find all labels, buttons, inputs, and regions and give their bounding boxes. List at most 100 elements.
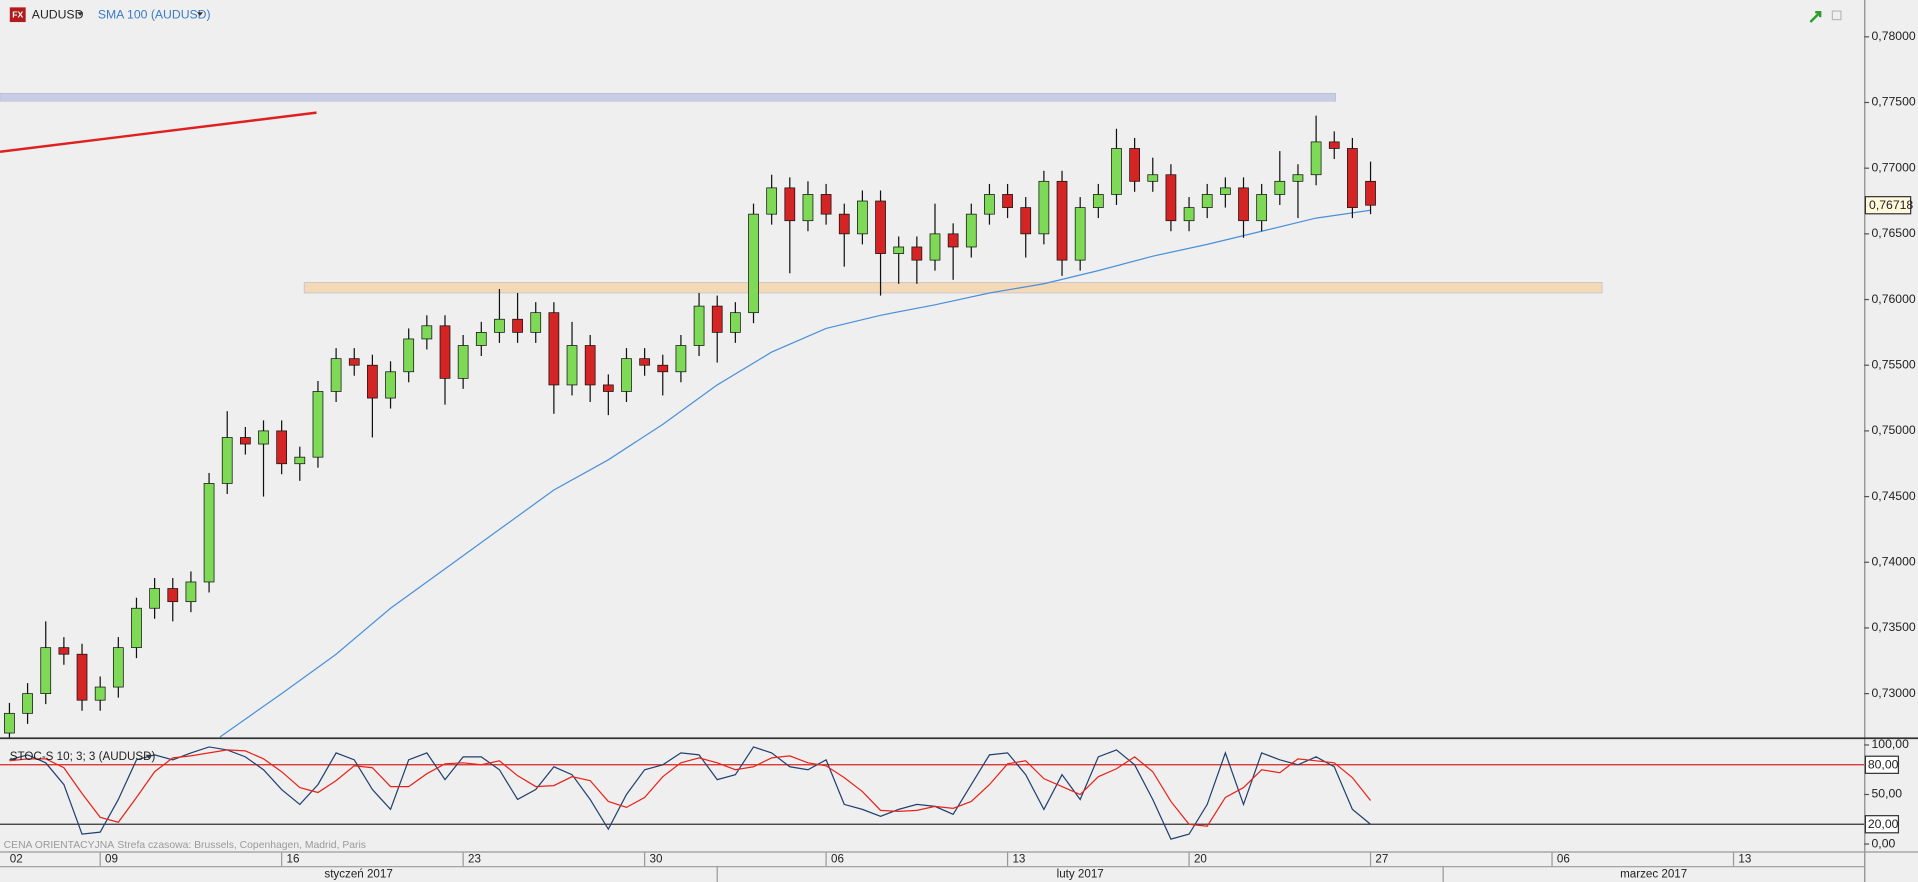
candle-body-up [857,200,868,235]
x-tick-label: 13 [1738,852,1751,865]
candle-body-up [221,437,233,484]
x-tick-label: 06 [1557,852,1570,865]
candle-body-up [730,312,741,333]
candle-body-up [766,187,778,215]
candle-body-down [1165,174,1177,222]
trendline [0,111,317,153]
candle-body-down [711,305,723,333]
candle-body-up [1074,207,1086,261]
candle-body-up [693,305,705,346]
indicator-title: STOC-S 10; 3; 3 (AUDUSD) [10,750,156,763]
candle-body-up [475,332,487,346]
timezone-note: Strefa czasowa: Brussels, Copenhagen, Ma… [117,840,366,851]
candle-body-down [657,364,669,373]
zone [303,282,1603,294]
price-panel [0,92,1603,738]
dropdown-arrow[interactable] [196,12,204,16]
candle-body-down [1347,148,1358,208]
level-label: 80,00 [1868,758,1899,772]
candle-body-up [1310,141,1322,176]
candle-body-up [403,338,415,373]
candle-body-up [893,246,905,254]
dropdown-arrow[interactable] [77,12,84,16]
zone [0,92,1337,102]
candle-body-down [820,194,832,215]
candle-body-down [1002,194,1013,208]
trend-icon[interactable] [1809,11,1822,23]
y-tick-label: 100,00 [1872,737,1910,751]
y-tick-label: 0,76500 [1872,226,1916,240]
y-tick-label: 0,74000 [1872,554,1916,568]
x-tick-label: 20 [1194,852,1207,865]
candle-body-down [947,233,959,248]
candle-body-up [40,647,52,694]
candle-body-up [1256,194,1268,222]
candle-body-down [784,187,796,222]
x-tick-label: 23 [468,852,481,865]
level-box [1864,815,1900,834]
symbol-icon[interactable] [9,7,26,23]
x-tick-label: 02 [10,852,23,865]
candle-body-up [112,647,124,688]
x-tick-label: 30 [650,852,663,865]
candle-body-up [421,325,433,340]
candle-body-up [131,607,142,649]
candle-body-down [439,325,451,379]
candle-body-up [984,194,995,215]
month-label: styczeń 2017 [324,868,392,881]
candle-body-down [875,200,886,254]
stochastic-line [9,746,1371,840]
y-tick-label: 0,78000 [1872,29,1916,43]
x-tick-label: 13 [1012,852,1025,865]
candle-body-up [22,693,33,714]
stochastic-line [9,749,1372,827]
candle-body-up [1274,180,1286,195]
candle-body-up [748,213,759,314]
candle-body-down [602,384,614,392]
candle-body-up [530,312,542,333]
indicator-name[interactable]: SMA 100 (AUDUSD) [98,8,211,22]
y-tick-label: 0,77500 [1872,95,1916,109]
candle-body-down [367,364,378,399]
candle-body-down [1365,180,1376,206]
candle-body-up [566,345,578,386]
candle-body-down [1020,207,1032,235]
candle-body-down [1328,141,1340,149]
candle-body-down [1238,187,1249,222]
candle-body-down [76,653,88,701]
y-tick-label: 0,75500 [1872,357,1916,371]
candle-body-down [348,358,360,366]
price-note: CENA ORIENTACYJNA [4,840,115,851]
y-tick-label: 0,00 [1872,836,1896,850]
sma-line [219,209,1371,738]
candle-body-up [1292,174,1304,182]
candle-body-up [929,233,941,261]
window-icon[interactable] [1831,10,1842,21]
x-tick-label: 06 [831,852,844,865]
candle-body-up [294,456,306,465]
x-tick-label: 27 [1375,852,1388,865]
y-tick-label: 0,77000 [1872,160,1916,174]
candle-body-up [1092,194,1104,208]
candle-body-down [584,345,596,386]
y-tick-label: 0,74500 [1872,489,1916,503]
candle-body-down [167,588,179,603]
candle-body-down [240,437,251,445]
month-label: marzec 2017 [1620,868,1687,881]
candle-body-up [258,430,269,445]
y-tick-label: 0,73500 [1872,620,1916,634]
candle-body-down [1056,180,1068,261]
symbol-name[interactable]: AUDUSD [32,8,84,22]
y-tick-label: 0,73000 [1872,686,1916,700]
level-box [1864,755,1900,774]
last-price-box [1864,196,1912,215]
dropdown-arrow[interactable] [145,754,152,759]
level-label: 20,00 [1868,817,1899,831]
y-tick-label: 0,75000 [1872,423,1916,437]
symbol-icon-text: FX [12,10,23,20]
candle-body-up [494,318,505,333]
last-price-label: 0,76718 [1869,198,1913,212]
candle-body-up [1111,148,1122,195]
